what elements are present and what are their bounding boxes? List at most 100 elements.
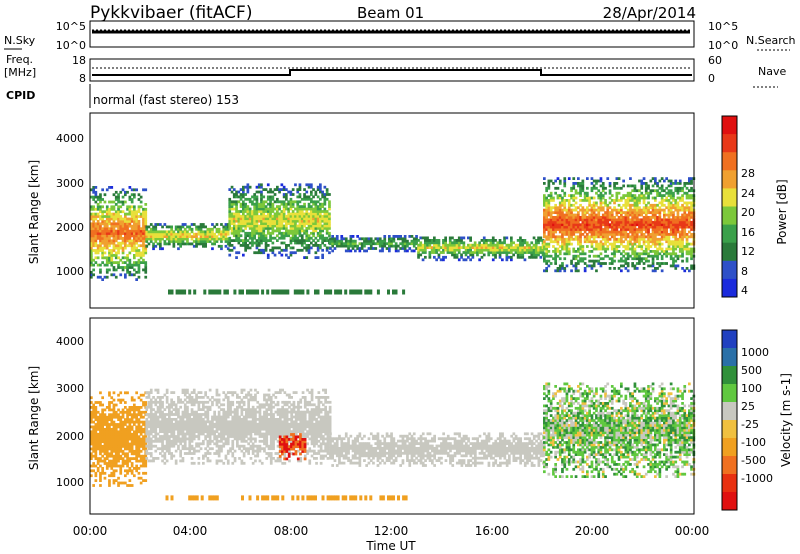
echo-cell <box>635 201 639 205</box>
echo-cell <box>328 193 331 196</box>
echo-cell <box>135 224 138 228</box>
echo-cell <box>549 223 553 227</box>
echo-cell <box>667 208 671 212</box>
echo-cell <box>328 234 331 238</box>
echo-cell <box>690 225 693 229</box>
echo-cell <box>190 223 194 226</box>
echo-cell <box>428 243 432 247</box>
echo-cell <box>303 205 306 208</box>
echo-cell <box>110 254 114 257</box>
echo-cell <box>433 241 436 245</box>
echo-cell <box>147 432 151 436</box>
echo-cell <box>469 243 472 247</box>
echo-cell <box>110 449 114 453</box>
echo-cell <box>159 230 162 234</box>
echo-cell <box>92 415 95 419</box>
echo-cell <box>319 222 322 225</box>
echo-cell <box>316 212 320 216</box>
echo-cell <box>678 245 682 248</box>
echo-cell <box>110 454 114 458</box>
echo-cell <box>105 442 109 446</box>
echo-cell <box>99 263 102 267</box>
echo-cell <box>469 236 472 240</box>
echo-cell <box>574 254 578 258</box>
power-y-tick-1000: 1000 <box>56 265 84 278</box>
echo-cell <box>114 413 118 417</box>
echo-cell <box>547 225 551 229</box>
echo-cell <box>430 241 434 245</box>
echo-cell <box>669 179 673 183</box>
echo-cell <box>676 189 680 193</box>
echo-cell <box>572 247 576 251</box>
echo-cell <box>608 233 612 236</box>
echo-cell <box>94 261 98 264</box>
echo-cell <box>165 432 169 436</box>
echo-cell <box>112 474 116 478</box>
echo-cell <box>235 224 238 228</box>
echo-cell <box>135 464 138 468</box>
echo-cell <box>351 244 355 248</box>
echo-cell <box>124 227 127 231</box>
echo-cell <box>482 239 486 242</box>
echo-cell <box>631 189 634 193</box>
echo-cell <box>545 237 548 241</box>
echo-cell <box>690 213 693 217</box>
echo-cell <box>651 216 655 219</box>
echo-cell <box>266 183 270 187</box>
echo-cell <box>94 239 98 243</box>
echo-cell <box>505 243 509 247</box>
freq-left-tick-bottom: 8 <box>79 72 86 85</box>
echo-cell <box>660 230 664 234</box>
echo-cell <box>90 239 93 243</box>
echo-cell <box>149 230 153 234</box>
echo-cell <box>388 244 391 248</box>
echo-cell <box>640 257 644 261</box>
echo-cell <box>163 235 167 238</box>
echo-cell <box>312 224 315 228</box>
echo-cell <box>613 216 616 219</box>
echo-cell <box>128 232 132 235</box>
echo-cell <box>586 237 589 241</box>
echo-cell <box>168 422 171 426</box>
echo-cell <box>545 206 548 210</box>
echo-cell <box>543 225 546 229</box>
echo-cell <box>130 420 134 424</box>
echo-cell <box>442 248 445 252</box>
echo-cell <box>145 227 149 231</box>
echo-cell <box>105 229 109 233</box>
echo-cell <box>638 196 641 200</box>
echo-cell <box>105 220 109 223</box>
echo-cell <box>631 237 634 241</box>
echo-cell <box>161 439 164 443</box>
echo-cell <box>238 289 242 295</box>
echo-cell <box>457 251 461 254</box>
echo-cell <box>296 289 300 295</box>
echo-cell <box>372 242 375 246</box>
echo-cell <box>565 211 569 214</box>
echo-cell <box>476 246 479 249</box>
echo-cell <box>554 252 557 256</box>
echo-cell <box>570 218 573 222</box>
echo-cell <box>543 240 546 244</box>
echo-cell <box>567 228 571 231</box>
echo-cell <box>651 230 655 234</box>
echo-cell <box>354 289 358 295</box>
echo-cell <box>638 225 641 229</box>
echo-cell <box>177 242 180 246</box>
echo-cell <box>291 202 295 206</box>
echo-cell <box>608 216 612 219</box>
echo-cell <box>640 220 644 224</box>
echo-cell <box>197 240 201 243</box>
echo-cell <box>135 459 138 463</box>
echo-cell <box>170 430 173 433</box>
echo-cell <box>565 208 569 212</box>
echo-cell <box>144 203 148 206</box>
echo-cell <box>610 211 614 214</box>
echo-cell <box>444 246 447 249</box>
echo-cell <box>133 195 136 199</box>
echo-cell <box>323 244 327 247</box>
echo-cell <box>476 251 479 254</box>
echo-cell <box>530 251 534 254</box>
echo-cell <box>121 222 125 226</box>
echo-cell <box>660 228 664 231</box>
